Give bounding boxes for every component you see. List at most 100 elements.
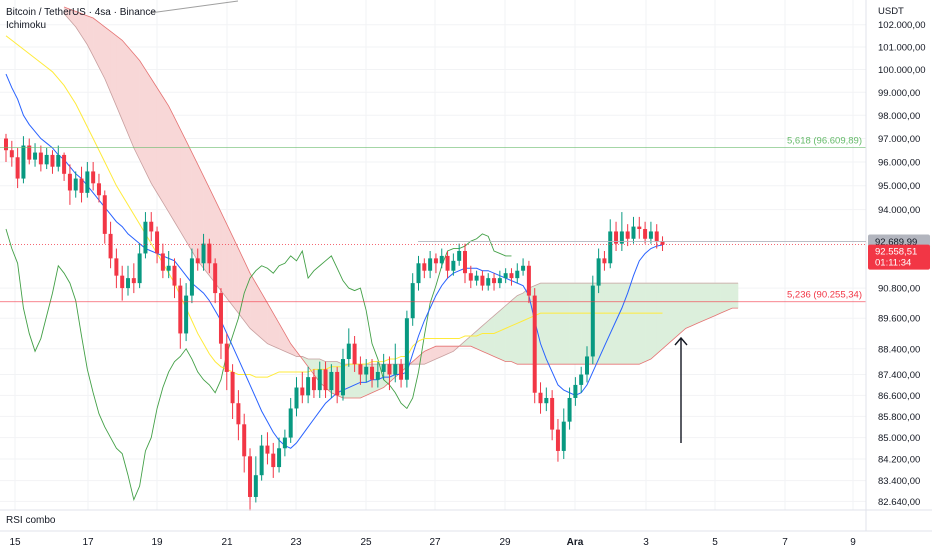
candle — [509, 268, 514, 286]
candle — [585, 346, 589, 383]
candle — [160, 243, 165, 279]
candle — [85, 161, 90, 198]
candle-body — [590, 285, 595, 357]
candle-body — [213, 263, 218, 294]
candle-body — [579, 374, 584, 385]
cloud-segment — [487, 315, 495, 357]
price-tick: 83.400,00 — [878, 476, 920, 487]
cloud-segment — [499, 305, 506, 362]
candle-body — [9, 150, 14, 158]
price-tick: 99.000,00 — [878, 88, 920, 99]
indicator-label[interactable]: Ichimoku — [6, 20, 47, 31]
candle-body — [370, 366, 375, 380]
candle — [38, 145, 43, 172]
candle — [462, 243, 467, 284]
candle-body — [329, 371, 334, 391]
candle-body — [352, 343, 357, 365]
current-price-badge — [868, 244, 930, 270]
candle-body — [503, 273, 508, 279]
cloud-segment — [168, 105, 175, 223]
candle-body — [346, 343, 351, 360]
cloud-segment — [656, 282, 663, 355]
current-price-text: 92.558,51 — [875, 247, 917, 258]
cloud-segment — [668, 282, 675, 345]
cloud-segment — [644, 282, 652, 362]
candle-body — [259, 445, 264, 476]
candle-body — [608, 231, 613, 264]
candle — [277, 437, 282, 473]
candle-body — [573, 384, 578, 398]
candle-body — [230, 371, 235, 404]
candle — [271, 442, 276, 478]
candle-body — [497, 278, 502, 284]
trend-line — [149, 0, 239, 14]
candle — [532, 288, 537, 404]
candle-body — [364, 366, 369, 375]
cloud-segment — [708, 282, 716, 319]
candle-body — [480, 275, 485, 286]
candle — [410, 273, 415, 326]
candle — [387, 356, 392, 391]
candle-body — [462, 250, 467, 274]
candle — [120, 265, 125, 301]
candle — [381, 353, 386, 380]
cloud-segment — [267, 302, 274, 347]
cloud-segment — [633, 282, 640, 365]
candle — [317, 361, 322, 398]
candle-body — [532, 295, 537, 393]
time-tick: 25 — [360, 537, 372, 548]
candle — [248, 448, 253, 511]
candle-body — [79, 178, 84, 193]
cloud-segment — [627, 282, 634, 365]
cloud-segment — [557, 282, 565, 365]
cloud-segment — [551, 282, 559, 365]
time-tick: 21 — [221, 537, 233, 548]
candle-body — [143, 221, 148, 254]
candle-body — [445, 255, 450, 271]
cloud-segment — [162, 96, 169, 213]
candle — [433, 253, 438, 274]
price-tick: 88.400,00 — [878, 344, 920, 355]
candle — [637, 216, 642, 239]
candle-body — [538, 392, 543, 404]
candle — [178, 278, 183, 349]
cloud-segment — [639, 282, 646, 365]
cloud-segment — [348, 363, 355, 399]
candle — [242, 413, 247, 473]
time-tick: 27 — [429, 537, 441, 548]
candle-body — [242, 424, 247, 457]
candle — [660, 236, 665, 251]
candle-body — [108, 233, 113, 259]
candle — [56, 145, 61, 172]
candle — [445, 250, 450, 279]
cloud-segment — [226, 224, 233, 307]
candle-body — [306, 377, 311, 396]
ichimoku-lines — [5, 6, 739, 502]
candle — [555, 419, 560, 462]
cloud-segment — [575, 282, 582, 365]
candle-body — [172, 265, 177, 286]
candle-body — [189, 258, 194, 296]
candle — [602, 250, 607, 271]
candle-body — [631, 226, 636, 239]
cloud-segment — [156, 86, 164, 204]
cloud-segment — [697, 282, 704, 324]
candle-body — [248, 456, 253, 497]
cloud-segment — [720, 282, 727, 314]
candle — [323, 361, 328, 398]
rsi-pane-label[interactable]: RSI combo — [6, 515, 56, 526]
cloud-segment — [517, 292, 524, 365]
candle-body — [33, 152, 38, 160]
symbol-title[interactable]: Bitcoin / TetherUS · 4sa · Binance — [6, 7, 156, 18]
candle-body — [62, 154, 67, 174]
candle — [503, 268, 508, 284]
candle — [340, 348, 345, 401]
candle — [131, 263, 136, 294]
candle — [306, 366, 311, 404]
price-tick: 87.400,00 — [878, 370, 920, 381]
candle-body — [201, 243, 206, 264]
candle — [201, 233, 206, 271]
candle — [108, 221, 113, 269]
candle — [166, 250, 171, 279]
